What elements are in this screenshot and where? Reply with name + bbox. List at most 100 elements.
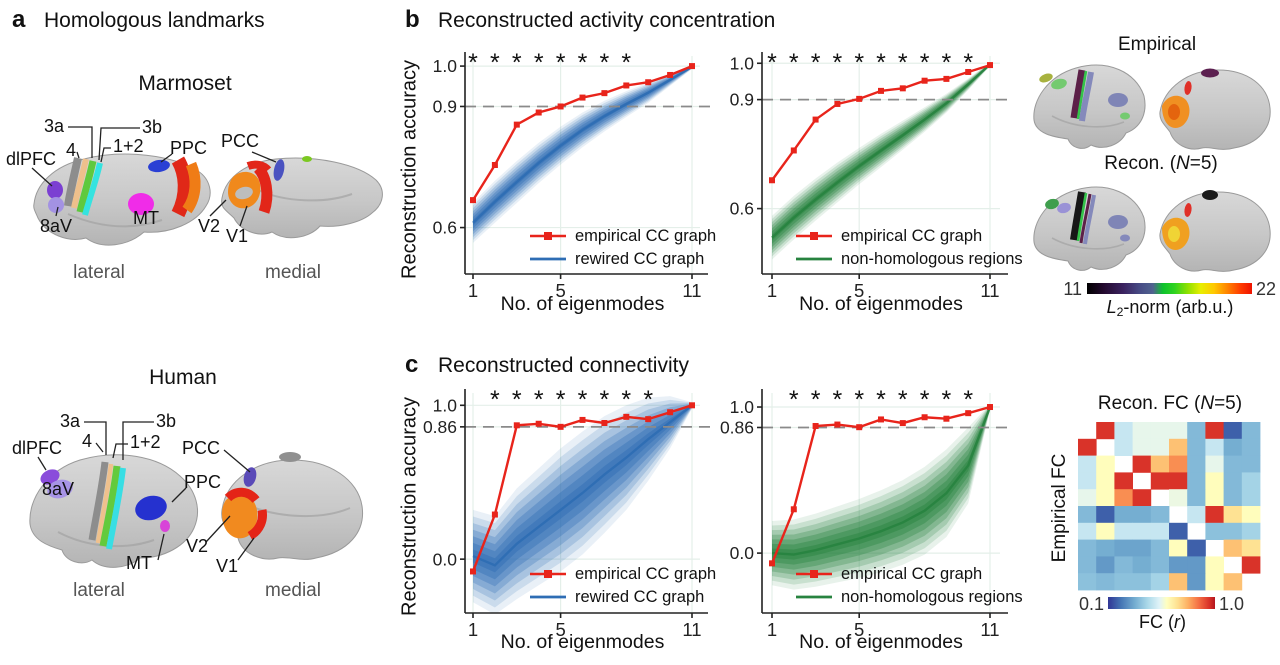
fc-cell bbox=[1169, 556, 1188, 574]
human-v1-band-top bbox=[224, 487, 260, 504]
fc-cell bbox=[1132, 455, 1152, 473]
marmoset-label-v1: V1 bbox=[226, 226, 249, 246]
fc-cell bbox=[1114, 472, 1133, 490]
empirical-marker bbox=[491, 162, 498, 168]
empirical-marker bbox=[987, 62, 993, 69]
fc-cell bbox=[1114, 573, 1133, 591]
fc-cell bbox=[1205, 472, 1224, 490]
empirical-marker bbox=[921, 77, 928, 84]
empirical-marker bbox=[667, 409, 674, 416]
empirical-lateral-brain bbox=[1033, 64, 1146, 149]
density-band-b_right bbox=[771, 62, 991, 260]
fc-cell bbox=[1114, 422, 1133, 440]
significance-asterisk: * bbox=[556, 49, 566, 77]
empirical-marker bbox=[790, 147, 797, 154]
fc-cell bbox=[1096, 522, 1115, 540]
fc-cell bbox=[1187, 539, 1206, 557]
significance-asterisk: * bbox=[534, 386, 544, 414]
empirical-marker bbox=[623, 82, 630, 89]
recon-lateral-brain bbox=[1033, 186, 1146, 271]
x-tick-label: 1 bbox=[468, 619, 478, 640]
fc-cell bbox=[1205, 573, 1224, 591]
empirical-marker bbox=[812, 423, 819, 430]
y-tick-label: 0.86 bbox=[423, 417, 457, 437]
fc-cell bbox=[1150, 573, 1170, 591]
empirical-marker bbox=[834, 100, 841, 107]
empirical-medial-brain bbox=[1159, 68, 1271, 150]
fc-colorbar-max: 1.0 bbox=[1219, 594, 1245, 614]
panel-b-letter: b bbox=[405, 6, 420, 33]
y-tick-label: 0.9 bbox=[730, 90, 754, 110]
fc-cell bbox=[1150, 472, 1170, 490]
marmoset-title: Marmoset bbox=[138, 72, 232, 95]
human-pcc-patch bbox=[243, 467, 257, 487]
empirical-marker bbox=[834, 421, 841, 428]
significance-asterisk: * bbox=[556, 386, 566, 414]
fc-cell bbox=[1223, 472, 1243, 490]
human-lateral-brain bbox=[29, 454, 198, 568]
significance-asterisk: * bbox=[789, 386, 799, 414]
empirical-marker bbox=[513, 121, 520, 128]
y-tick-label: 1.0 bbox=[433, 56, 458, 76]
chart-c_right: * * * * * * * * * 0.0 0.861.0 1 5 11 bbox=[720, 386, 1014, 640]
x-tick-label: 11 bbox=[682, 280, 701, 301]
chart-b_left: * * * * * * * * 0.6 0.9 1.0 1 5 11 bbox=[433, 49, 714, 301]
significance-asterisk: * bbox=[963, 49, 973, 77]
significance-asterisk: * bbox=[578, 49, 588, 77]
y-tick-label: 0.9 bbox=[433, 97, 457, 117]
significance-asterisk: * bbox=[898, 49, 908, 77]
fc-cell bbox=[1223, 489, 1243, 507]
fc-matrix bbox=[1078, 422, 1261, 591]
recon-fc-title: Recon. FC (N=5) bbox=[1097, 393, 1243, 414]
human-dlpfc-patch bbox=[40, 469, 60, 485]
marmoset-label-dlpfc: dlPFC bbox=[6, 149, 57, 169]
fc-cell bbox=[1096, 573, 1115, 591]
significance-asterisk: * bbox=[490, 49, 500, 77]
fc-cell bbox=[1205, 556, 1224, 574]
significance-asterisk: * bbox=[534, 49, 544, 77]
fc-cell bbox=[1078, 522, 1097, 540]
significance-asterisk: * bbox=[621, 386, 631, 414]
fc-cell bbox=[1205, 506, 1224, 524]
human-label-v1: V1 bbox=[216, 556, 239, 576]
fc-cell bbox=[1078, 455, 1097, 473]
marmoset-label-8av: 8aV bbox=[40, 216, 73, 236]
fc-cell bbox=[1096, 489, 1115, 507]
significance-asterisk: * bbox=[920, 386, 930, 414]
x-tick-label: 11 bbox=[682, 619, 701, 640]
empirical-marker bbox=[491, 511, 498, 518]
human-medial-gray-patch bbox=[279, 452, 301, 462]
marmoset-medial-green-patch bbox=[302, 156, 312, 162]
empirical-brains-title: Empirical bbox=[1117, 34, 1197, 55]
l2norm-colorbar-max: 22 bbox=[1256, 279, 1277, 299]
c-left-legend-empirical: empirical CC graph bbox=[528, 564, 716, 584]
empirical-marker bbox=[513, 422, 520, 429]
l2norm-colorbar bbox=[1087, 283, 1252, 294]
significance-asterisk: * bbox=[789, 49, 799, 77]
human-label-3b: 3b bbox=[156, 411, 177, 431]
fc-cell bbox=[1078, 472, 1097, 490]
y-tick-label: 0.6 bbox=[433, 218, 457, 238]
fc-cell bbox=[1169, 573, 1188, 591]
fc-cell bbox=[1114, 506, 1133, 524]
empirical-marker bbox=[856, 95, 863, 102]
human-label-1plus2: 1+2 bbox=[130, 432, 161, 452]
y-tick-label: 1.0 bbox=[730, 53, 755, 73]
fc-cell bbox=[1078, 556, 1097, 574]
fc-colorbar bbox=[1108, 597, 1215, 609]
y-tick-label: 0.0 bbox=[433, 549, 458, 569]
fc-cell bbox=[1078, 573, 1097, 591]
human-label-4: 4 bbox=[82, 431, 93, 451]
c-y-axis-label: Reconstruction accuracy bbox=[398, 397, 421, 616]
fc-cell bbox=[1169, 489, 1188, 507]
x-tick-label: 11 bbox=[980, 280, 999, 301]
marmoset-lateral-brain bbox=[33, 153, 211, 246]
fc-cell bbox=[1241, 438, 1261, 456]
x-tick-label: 1 bbox=[767, 280, 777, 301]
significance-asterisk: * bbox=[621, 49, 631, 77]
human-mt-patch bbox=[160, 520, 170, 532]
fc-cell bbox=[1187, 438, 1206, 456]
x-tick-label: 11 bbox=[980, 619, 999, 640]
